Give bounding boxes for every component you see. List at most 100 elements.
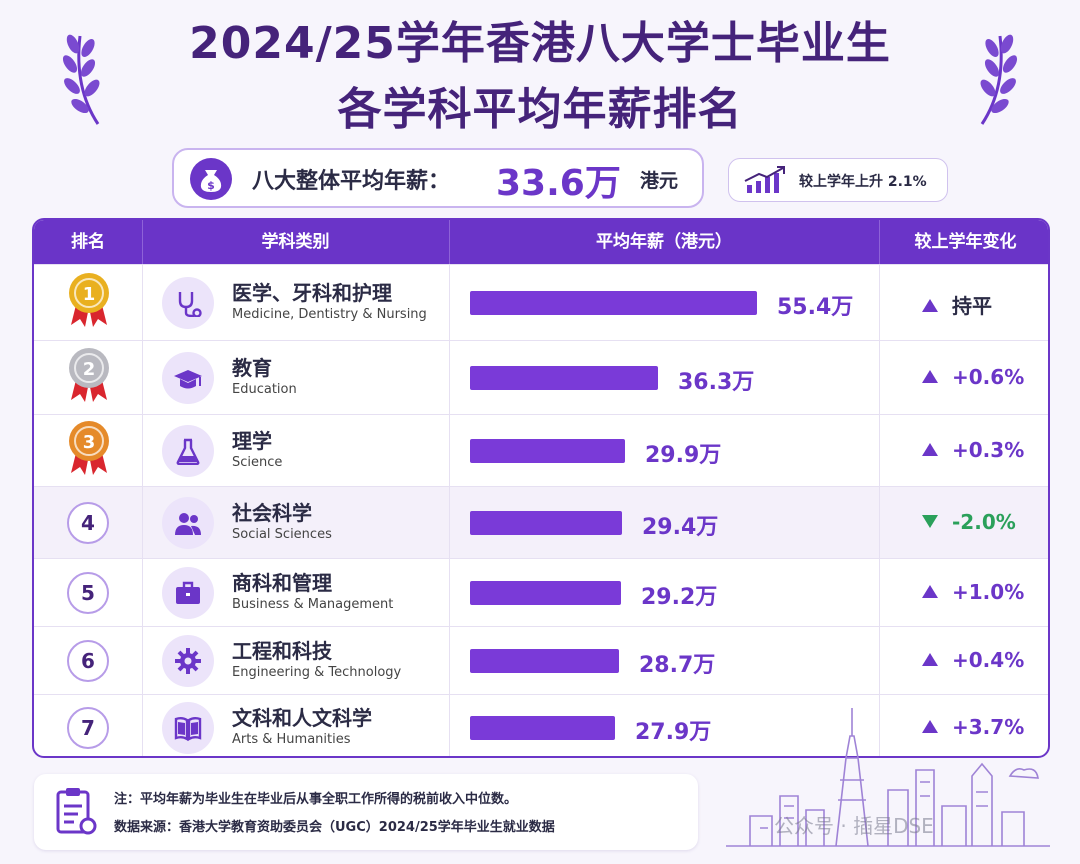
subject-name-zh: 理学 [232, 429, 272, 453]
page-title-line2: 各学科平均年薪排名 [337, 84, 743, 135]
change-cell: +0.4% [922, 648, 1024, 672]
subject-name-en: Medicine, Dentistry & Nursing [232, 307, 427, 322]
column-divider [34, 487, 880, 559]
table-row: 2 教育 Education 36.3万 +0.6% [34, 340, 1048, 415]
triangle-up-icon [922, 585, 938, 598]
medal-silver-icon: 2 [69, 348, 109, 402]
salary-bar [470, 716, 615, 740]
salary-bar [470, 649, 619, 673]
change-cell: 持平 [922, 290, 992, 319]
column-divider [34, 559, 450, 627]
column-divider [34, 627, 450, 695]
salary-value-label: 55.4万 [777, 295, 854, 320]
rank-number: 5 [67, 572, 109, 614]
svg-text:$: $ [207, 179, 215, 192]
hong-kong-skyline-icon [726, 708, 1050, 847]
medal-gold-icon: 1 [69, 273, 109, 327]
table-row: 7 文科和人文科学 Arts & Humanities 27.9万 +3.7% [34, 694, 1048, 756]
subject-name-en: Science [232, 455, 283, 470]
rank-number: 7 [67, 707, 109, 749]
salary-bar [470, 439, 625, 463]
column-divider [34, 627, 880, 695]
footnote: 注：平均年薪为毕业生在毕业后从事全职工作所得的税前收入中位数。 数据来源：香港大… [34, 774, 698, 850]
table-row: 1 医学、牙科和护理 Medicine, Dentistry & Nursing 55… [34, 264, 1048, 341]
triangle-up-icon [922, 720, 938, 733]
triangle-up-icon [922, 370, 938, 383]
money-bag-icon: $ [190, 158, 232, 200]
subject-name-zh: 商科和管理 [232, 571, 332, 595]
page-title-line1: 2024/25学年香港八大学士毕业生 [189, 18, 891, 69]
table-row: 5 商科和管理 Business & Management 29.2万 +1.0% [34, 558, 1048, 627]
column-divider [34, 415, 450, 487]
graduation-cap-icon [162, 352, 214, 404]
table-row: 6 工程和科技 Engineering & Technology 28.7万 +0.4% [34, 626, 1048, 695]
svg-text:1: 1 [83, 284, 96, 305]
table-header: 排名 学科类别 平均年薪（港元） 较上学年变化 [34, 220, 1048, 264]
change-cell: -2.0% [922, 510, 1016, 534]
salary-bar [470, 511, 622, 535]
change-cell: +3.7% [922, 715, 1024, 739]
subject-name-zh: 工程和科技 [232, 639, 332, 663]
briefcase-icon [162, 567, 214, 619]
table-row: 3 理学 Science 29.9万 +0.3% [34, 414, 1048, 487]
column-divider [34, 341, 143, 415]
change-cell: +1.0% [922, 580, 1024, 604]
change-value: +0.3% [952, 438, 1025, 462]
source-text: 数据来源：香港大学教育资助委员会（UGC）2024/25学年毕业生就业数据 [114, 820, 555, 835]
salary-value-label: 28.7万 [639, 653, 716, 678]
salary-bar [470, 581, 621, 605]
subject-name-en: Education [232, 382, 297, 397]
change-badge-text: 较上学年上升 2.1% [799, 174, 927, 190]
column-divider [34, 559, 143, 627]
note-text: 注：平均年薪为毕业生在毕业后从事全职工作所得的税前收入中位数。 [114, 792, 518, 807]
subject-name-zh: 文科和人文科学 [232, 706, 372, 730]
triangle-up-icon [922, 299, 938, 312]
salary-value-label: 29.4万 [642, 515, 719, 540]
salary-value-label: 36.3万 [678, 370, 755, 395]
subject-name-zh: 医学、牙科和护理 [232, 281, 392, 305]
summary-unit: 港元 [640, 170, 679, 192]
triangle-down-icon [922, 515, 938, 528]
subject-name-zh: 教育 [232, 356, 272, 380]
column-divider [34, 341, 450, 415]
laurel-left-icon [62, 34, 100, 125]
header-change: 较上学年变化 [914, 232, 1017, 252]
change-badge: 较上学年上升 2.1% [728, 158, 948, 202]
clipboard-icon [56, 788, 97, 835]
table-row: 4 社会科学 Social Sciences 29.4万 -2.0% [34, 486, 1048, 559]
triangle-up-icon [922, 653, 938, 666]
change-value: +0.6% [952, 365, 1025, 389]
salary-value-label: 29.9万 [645, 443, 722, 468]
column-divider [34, 265, 143, 341]
header-salary: 平均年薪（港元） [449, 220, 880, 264]
subject-name-en: Social Sciences [232, 527, 332, 542]
salary-bar [470, 291, 757, 315]
column-divider [34, 341, 880, 415]
change-value: 持平 [952, 294, 992, 318]
change-cell: +0.3% [922, 438, 1024, 462]
subject-name-en: Business & Management [232, 597, 394, 612]
column-divider [34, 695, 450, 756]
column-divider [34, 415, 143, 487]
subject-name-en: Arts & Humanities [232, 732, 351, 747]
change-cell: +0.6% [922, 365, 1024, 389]
salary-value-label: 27.9万 [635, 720, 712, 745]
subject-name-en: Engineering & Technology [232, 665, 402, 680]
medal-bronze-icon: 3 [69, 421, 109, 475]
salary-ranking-table: 排名 学科类别 平均年薪（港元） 较上学年变化 1 医学、牙科和护理 Medicin… [32, 218, 1050, 758]
flask-icon [162, 425, 214, 477]
column-divider [34, 265, 880, 341]
column-divider [34, 559, 880, 627]
header-subject: 学科类别 [142, 220, 450, 264]
svg-text:3: 3 [83, 432, 96, 453]
triangle-up-icon [922, 443, 938, 456]
subject-name-zh: 社会科学 [232, 501, 312, 525]
salary-value-label: 29.2万 [641, 585, 718, 610]
column-divider [34, 627, 143, 695]
book-icon [162, 702, 214, 754]
change-value: +0.4% [952, 648, 1025, 672]
rank-number: 4 [67, 502, 109, 544]
gear-icon [162, 635, 214, 687]
stethoscope-icon [162, 277, 214, 329]
summary-value: 33.6万 [496, 163, 621, 204]
